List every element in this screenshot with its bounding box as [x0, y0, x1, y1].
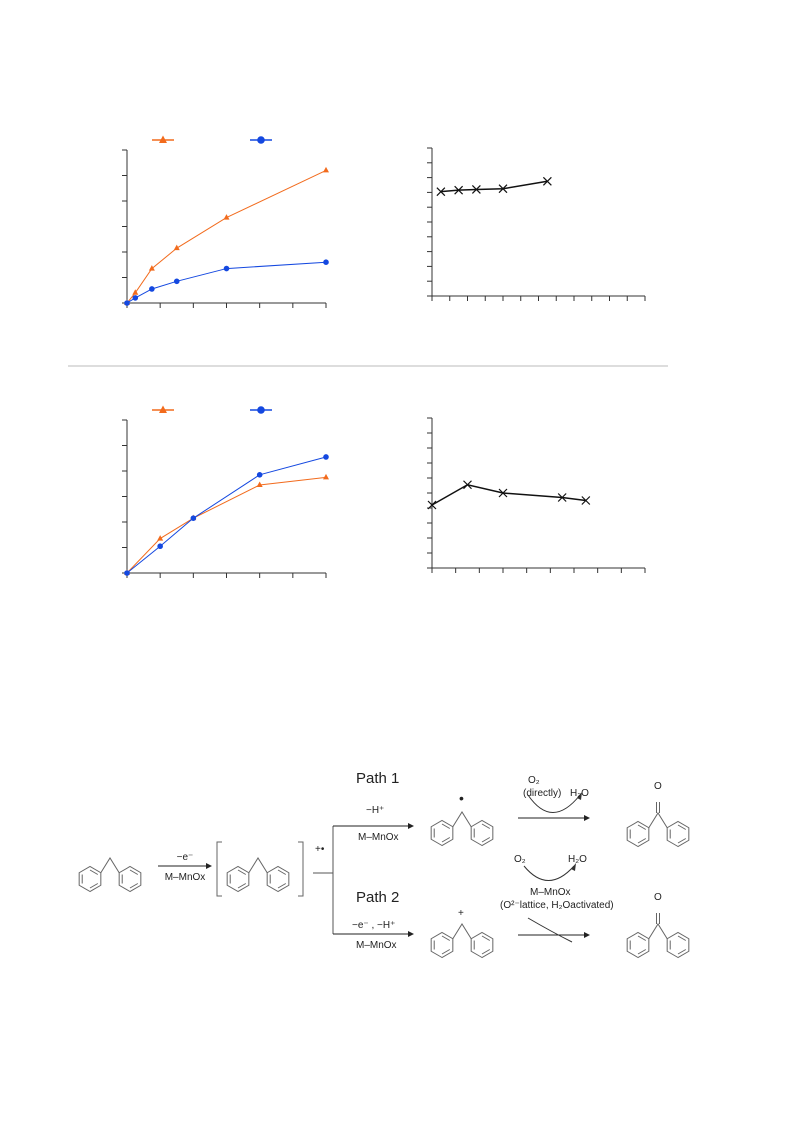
data-point — [256, 472, 263, 478]
path1-top-label: −H⁺ — [366, 805, 384, 816]
data-point — [542, 176, 552, 186]
data-point — [498, 488, 508, 498]
ketone-o-2: O — [654, 892, 662, 903]
series-line — [431, 483, 586, 506]
step1-top-label: −e⁻ — [177, 852, 194, 863]
data-point — [323, 454, 329, 460]
data-point — [427, 500, 437, 510]
data-point — [323, 473, 329, 480]
data-point — [132, 295, 139, 301]
data-point — [256, 481, 263, 488]
fluorene-radical-cation — [226, 857, 290, 893]
data-point — [498, 184, 508, 194]
radical-cation-mark: +• — [315, 844, 325, 855]
fluorenone-product-2 — [626, 913, 690, 959]
data-point — [463, 480, 472, 490]
cation-mark: + — [458, 908, 464, 919]
step1-bottom-label: M–MnOx — [165, 872, 206, 883]
data-point — [323, 259, 329, 266]
data-point — [223, 214, 230, 220]
data-point — [132, 289, 139, 295]
legend-marker — [257, 406, 265, 414]
path1-o2: O₂ — [528, 775, 540, 786]
data-point — [157, 543, 163, 550]
reaction-scheme: −e⁻ M–MnOx +• Path 1 Path 2 −H⁺ M–MnOx −… — [78, 770, 690, 959]
series-line — [126, 456, 327, 574]
ketone-o-1: O — [654, 781, 662, 792]
data-point — [124, 300, 130, 306]
path1-label: Path 1 — [356, 770, 399, 787]
data-point — [323, 166, 329, 173]
data-point — [124, 570, 130, 576]
curved-arrow-path1 — [527, 794, 581, 813]
data-point — [581, 496, 591, 505]
bracket-left — [216, 841, 222, 897]
data-point — [190, 515, 197, 521]
fluorene-reactant — [78, 857, 142, 893]
data-point — [173, 244, 180, 251]
bracket-right — [298, 841, 304, 897]
fluorenyl-cation — [430, 923, 494, 959]
path2-oxygen-source: (O²⁻lattice, H₂Oactivated) — [500, 900, 614, 911]
data-point — [149, 286, 155, 292]
data-point — [436, 187, 446, 197]
chart-bottom-left — [122, 405, 329, 578]
legend-marker — [159, 405, 167, 413]
data-point — [557, 493, 567, 502]
data-point — [471, 185, 481, 194]
fluorenone-product-1 — [626, 802, 690, 848]
path1-bottom-label: M–MnOx — [358, 832, 399, 843]
data-point — [148, 265, 155, 271]
series-line — [126, 476, 327, 574]
arrow-head — [206, 863, 212, 869]
radical-dot: • — [459, 790, 464, 806]
legend-marker — [159, 135, 167, 143]
curved-arrow-path2-bottom — [527, 917, 573, 943]
chart-bottom-right — [427, 417, 646, 573]
path2-h2o: H₂O — [568, 854, 587, 865]
data-point — [454, 185, 464, 195]
series-line — [440, 180, 548, 193]
path2-catalyst: M–MnOx — [530, 887, 571, 898]
path2-o2: O₂ — [514, 854, 526, 865]
fluorenyl-radical — [430, 811, 494, 847]
data-point — [157, 535, 164, 541]
chart-top-left — [122, 135, 329, 308]
path2-bottom-label: M–MnOx — [356, 940, 397, 951]
path1-h2o: H₂O — [570, 788, 589, 799]
series-line — [126, 169, 327, 304]
path2-label: Path 2 — [356, 889, 399, 906]
path2-top-label: −e⁻ , −H⁺ — [352, 920, 395, 931]
chart-top-right — [427, 147, 646, 301]
curved-arrow-path2-top — [523, 865, 575, 881]
data-point — [223, 265, 230, 272]
data-point — [173, 278, 180, 285]
path1-directly: (directly) — [523, 788, 561, 799]
legend-marker — [257, 136, 265, 144]
